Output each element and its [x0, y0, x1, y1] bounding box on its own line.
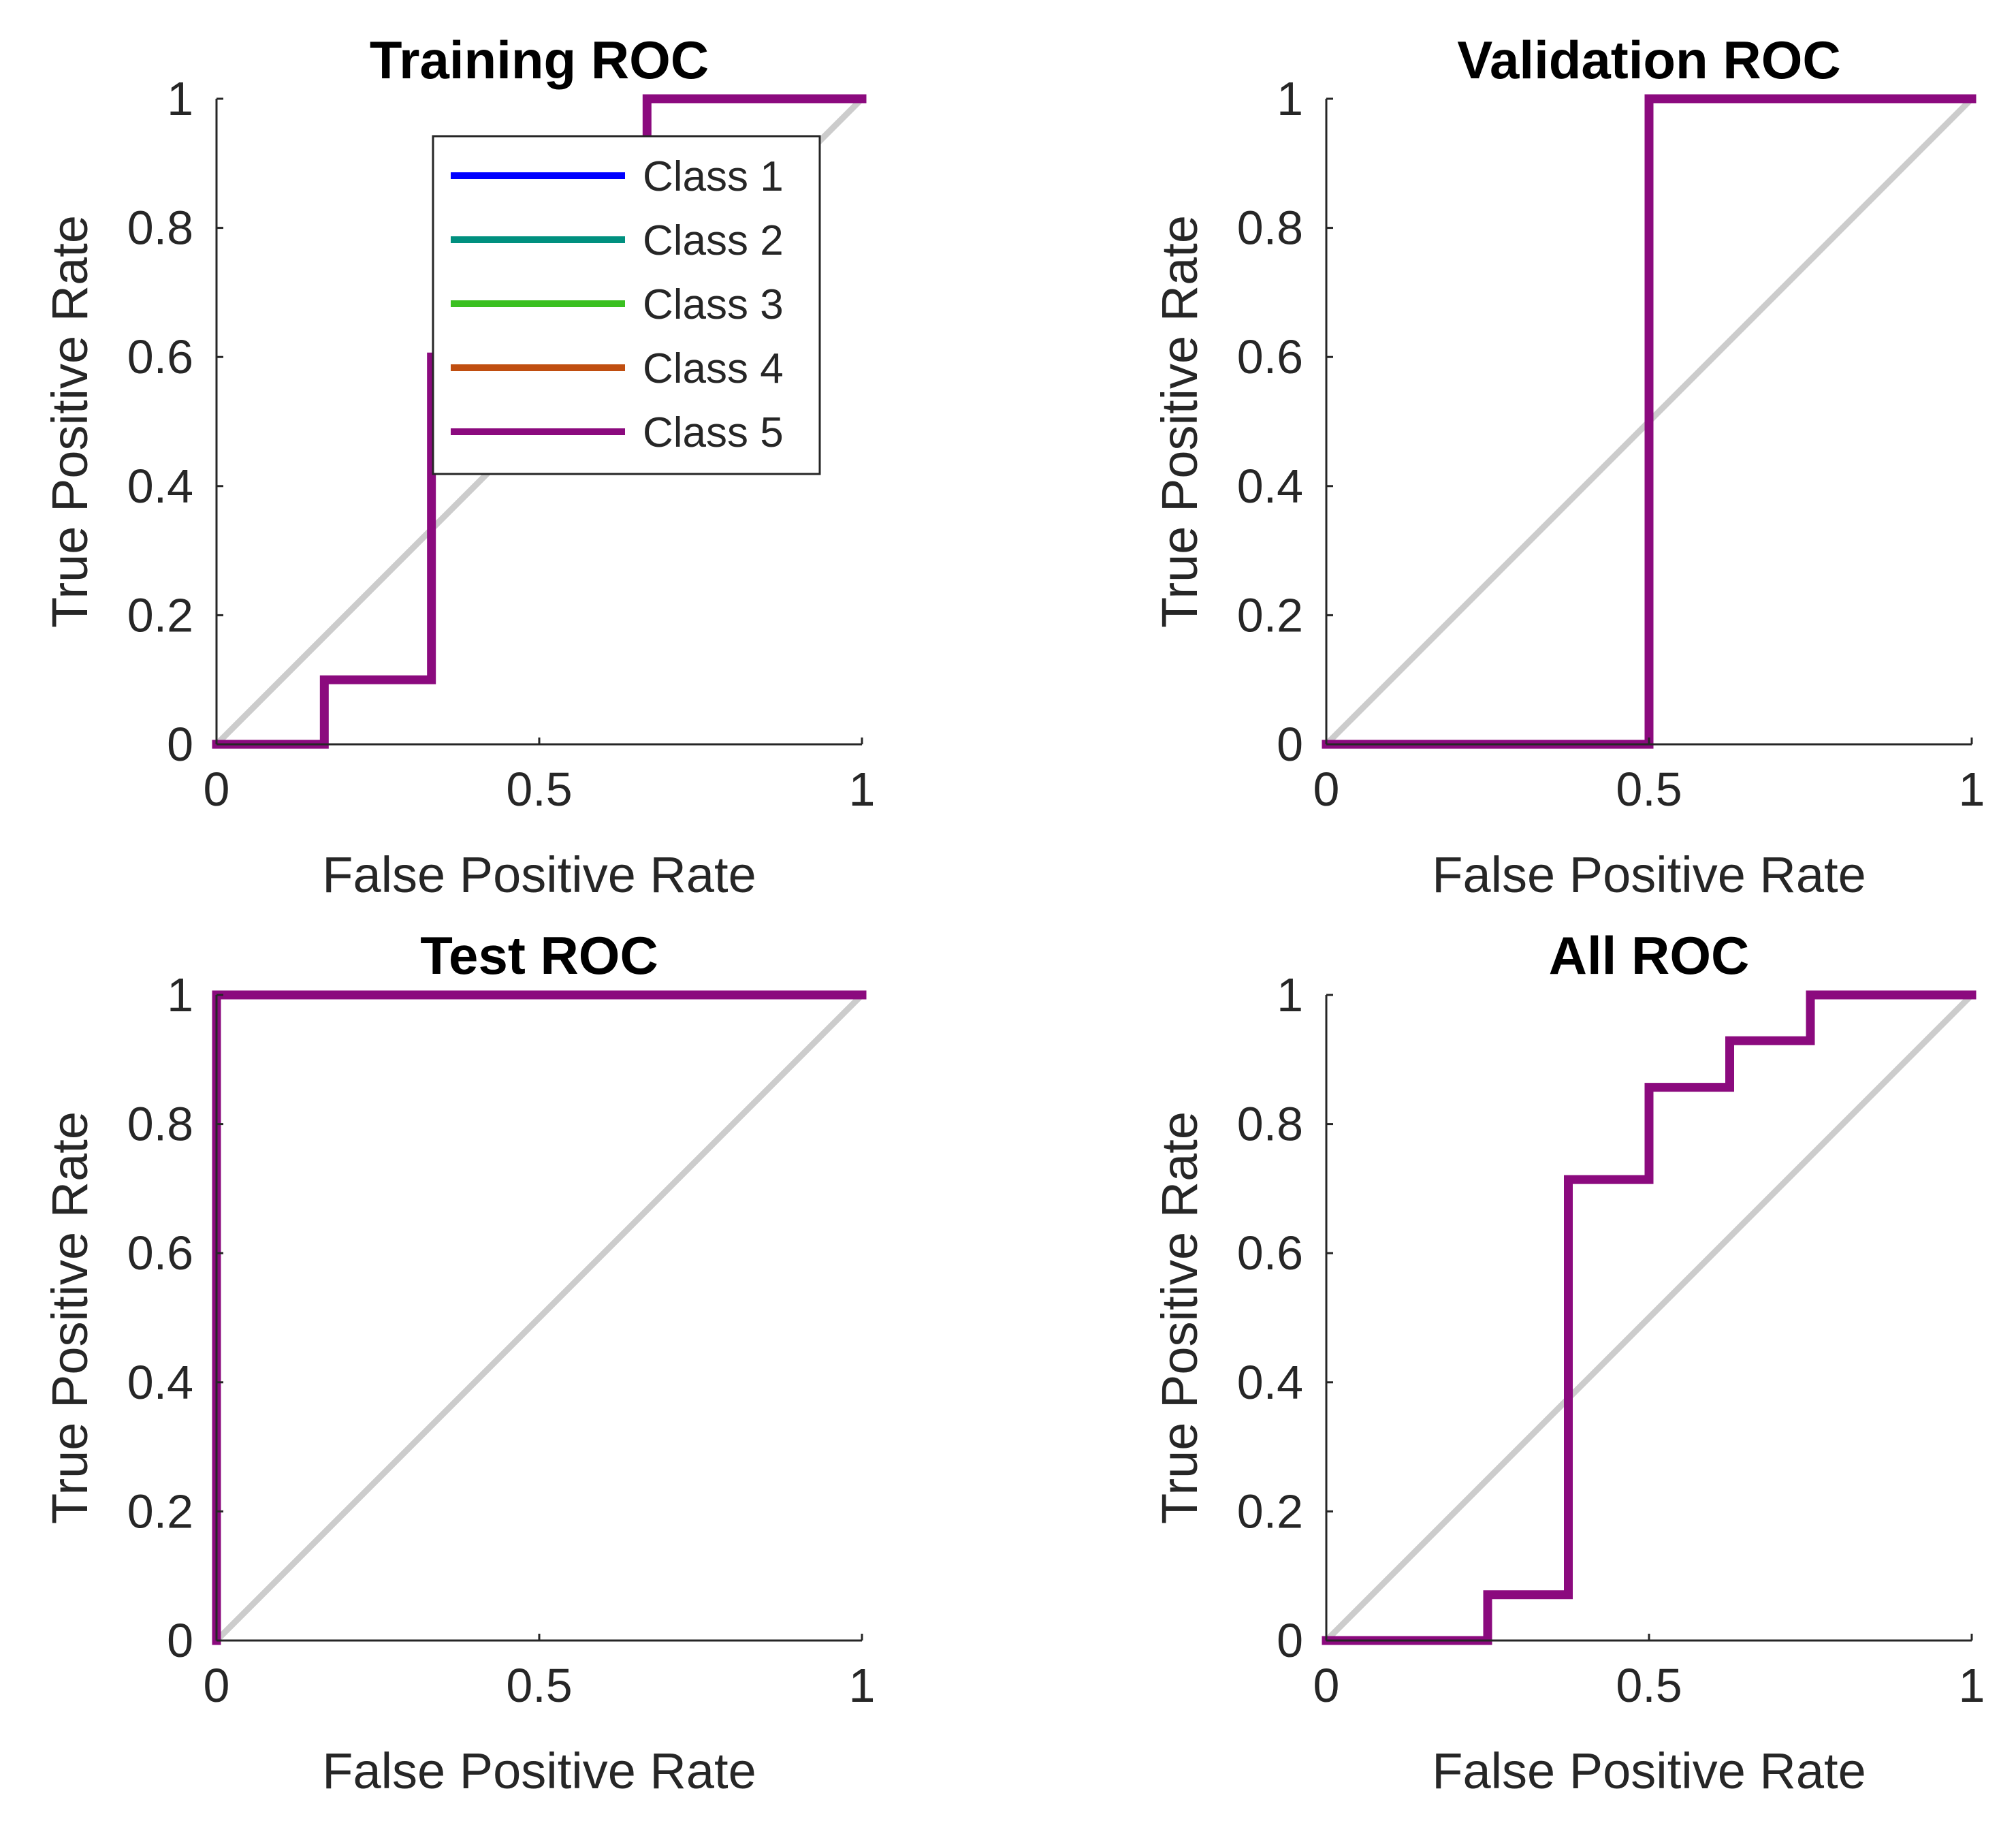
x-axis-label: False Positive Rate [322, 846, 756, 903]
y-tick-label: 0.6 [1237, 330, 1303, 383]
y-axis-label: True Positive Rate [1151, 215, 1208, 628]
y-axis-label: True Positive Rate [42, 215, 98, 628]
x-tick-label: 1 [1959, 763, 1985, 816]
legend-label: Class 5 [643, 409, 784, 456]
y-axis-label: True Positive Rate [1151, 1111, 1208, 1524]
x-tick-label: 1 [849, 763, 876, 816]
x-tick-label: 0.5 [506, 1659, 572, 1712]
y-tick-label: 0.8 [1237, 1098, 1303, 1151]
x-tick-label: 0 [204, 763, 230, 816]
x-tick-label: 1 [849, 1659, 876, 1712]
plot-area: 0 0.5 1 0 0.2 0.4 0.6 0.8 1 [1237, 72, 1985, 816]
x-tick-label: 0 [1313, 763, 1340, 816]
panel-validation-roc: Validation ROC False Positive Rate True … [1151, 30, 1985, 903]
panel-all-roc: All ROC False Positive Rate True Positiv… [1151, 925, 1985, 1799]
y-tick-label: 0.6 [127, 330, 193, 383]
y-tick-label: 0.6 [127, 1226, 193, 1280]
y-tick-label: 0.2 [1237, 1485, 1303, 1538]
y-tick-label: 0 [167, 1614, 193, 1667]
reference-diagonal-line [214, 992, 865, 1643]
x-tick-label: 1 [1959, 1659, 1985, 1712]
plot-area: 0 0.5 1 0 0.2 0.4 0.6 0.8 1 [1237, 968, 1985, 1712]
panel-title: All ROC [1549, 925, 1750, 985]
legend-label: Class 4 [643, 345, 784, 392]
x-tick-label: 0 [204, 1659, 230, 1712]
panel-title: Validation ROC [1457, 30, 1840, 90]
y-tick-label: 0.8 [127, 202, 193, 255]
y-tick-label: 0.4 [1237, 1356, 1303, 1409]
y-tick-label: 1 [167, 968, 193, 1021]
y-tick-label: 0.4 [1237, 460, 1303, 513]
y-tick-label: 0.4 [127, 460, 193, 513]
y-tick-label: 1 [1277, 968, 1303, 1021]
x-axis-label: False Positive Rate [322, 1743, 756, 1799]
x-axis-label: False Positive Rate [1432, 1743, 1866, 1799]
x-tick-label: 0.5 [1616, 1659, 1682, 1712]
y-tick-label: 1 [167, 72, 193, 125]
y-tick-label: 0.2 [1237, 588, 1303, 641]
legend-label: Class 1 [643, 153, 784, 200]
y-tick-label: 0 [1277, 1614, 1303, 1667]
reference-diagonal-line [1324, 992, 1974, 1643]
legend-label: Class 3 [643, 281, 784, 328]
roc-curve-class-5 [1322, 990, 1977, 1645]
y-tick-label: 0.6 [1237, 1226, 1303, 1280]
panel-title: Training ROC [370, 30, 709, 90]
y-tick-label: 0 [1277, 718, 1303, 771]
x-tick-label: 0.5 [506, 763, 572, 816]
y-tick-label: 1 [1277, 72, 1303, 125]
y-tick-label: 0.2 [127, 588, 193, 641]
y-tick-label: 0.8 [1237, 202, 1303, 255]
x-axis-label: False Positive Rate [1432, 846, 1866, 903]
y-tick-label: 0 [167, 718, 193, 771]
legend: Class 1 Class 2 Class 3 Class 4 Class 5 [432, 135, 821, 475]
legend-label: Class 2 [643, 217, 784, 264]
x-tick-label: 0 [1313, 1659, 1340, 1712]
y-tick-label: 0.2 [127, 1485, 193, 1538]
panel-title: Test ROC [420, 925, 658, 985]
y-tick-label: 0.4 [127, 1356, 193, 1409]
y-tick-label: 0.8 [127, 1098, 193, 1151]
y-axis-label: True Positive Rate [42, 1111, 98, 1524]
x-tick-label: 0.5 [1616, 763, 1682, 816]
plot-area: 0 0.5 1 0 0.2 0.4 0.6 0.8 1 [127, 968, 876, 1712]
panel-test-roc: Test ROC False Positive Rate True Positi… [42, 925, 875, 1799]
